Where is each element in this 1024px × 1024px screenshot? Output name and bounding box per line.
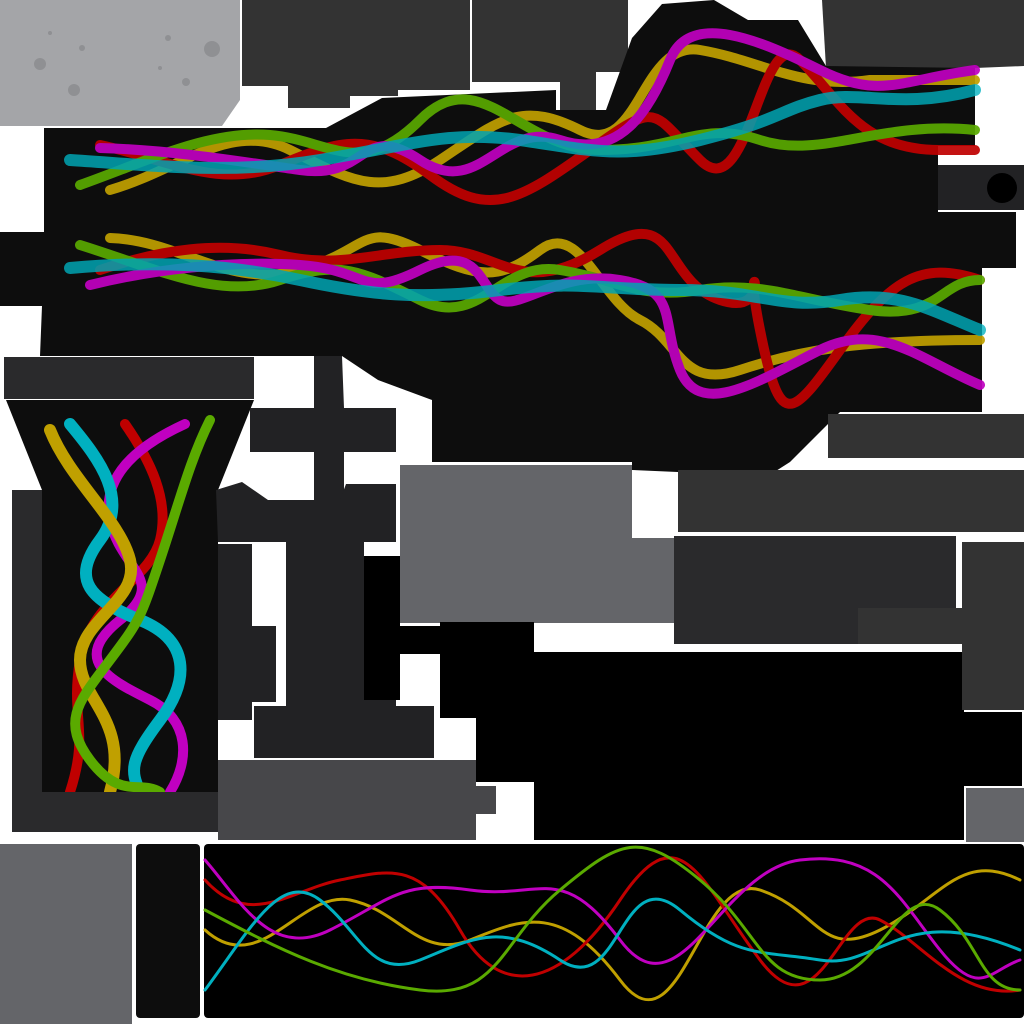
- gun-body: [0, 0, 1016, 476]
- lower-cables: [64, 228, 986, 409]
- magazine-panel: [218, 465, 674, 840]
- speckled-panel: [0, 0, 240, 126]
- top-blocks: [242, 0, 1024, 210]
- side-panels: [674, 414, 1024, 842]
- black-block: [364, 556, 1022, 840]
- trigger-guard: [216, 356, 434, 758]
- bottom-wave-strip: [203, 845, 1022, 1002]
- strap-cables: [44, 415, 215, 798]
- bottom-strip: [0, 844, 1024, 1024]
- strap-panel: [4, 357, 254, 832]
- upper-cables: [64, 28, 981, 206]
